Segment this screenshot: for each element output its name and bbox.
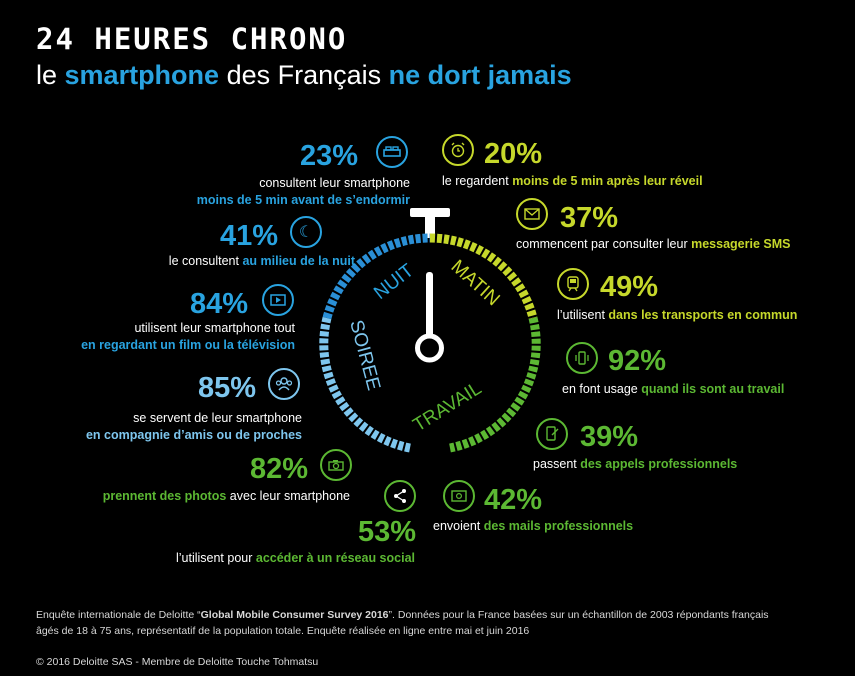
stat-85-desc: se servent de leur smartphone en compagn… [86, 410, 302, 444]
stat-42-desc: envoient des mails professionnels [433, 518, 633, 535]
stopwatch-center [415, 333, 444, 363]
stat-percentage: 92% [608, 345, 667, 377]
camera-icon [320, 449, 352, 481]
mail-icon [443, 480, 475, 512]
phone-vibrate-icon [566, 342, 598, 374]
stat-desc-highlight: en regardant un film ou la télévision [81, 338, 295, 352]
stat-percentage: 53% [358, 516, 417, 548]
train-icon [557, 268, 589, 300]
stat-desc-line: le consultent [168, 254, 243, 268]
footer-text: Enquête internationale de Deloitte “ [36, 609, 201, 621]
footer-text: ”. Données pour la France basées sur un … [388, 609, 769, 621]
stat-percentage: 37% [560, 202, 619, 234]
stat-desc-line: avec leur smartphone [226, 489, 350, 503]
stat-39-desc: passent des appels professionnels [533, 456, 737, 473]
stopwatch-dial: NUIT MATIN SOIREE TRAVAIL [319, 208, 541, 453]
people-icon [268, 368, 300, 400]
dial-arc-travail [449, 316, 541, 453]
title-subheadline: le smartphone des Français ne dort jamai… [36, 60, 572, 91]
stat-85: 85% [198, 372, 256, 405]
dial-arc-nuit [322, 233, 431, 320]
stopwatch-stem [425, 216, 435, 238]
footer-survey-name: Global Mobile Consumer Survey 2016 [200, 609, 389, 621]
stat-desc-highlight: accéder à un réseau social [255, 551, 415, 565]
stat-84-desc: utilisent leur smartphone tout en regard… [81, 320, 295, 354]
stat-37: 37% [560, 202, 618, 235]
stat-42: 42% [484, 484, 542, 517]
envelope-icon [516, 198, 548, 230]
stat-desc-highlight: moins de 5 min après leur réveil [512, 174, 703, 188]
film-icon [262, 284, 294, 316]
stat-percentage: 82% [250, 453, 309, 485]
phone-call-icon [536, 418, 568, 450]
stat-53: 53% [358, 516, 416, 549]
dial-arc-matin [429, 233, 538, 320]
stat-percentage: 39% [580, 421, 639, 453]
stat-percentage: 85% [198, 372, 257, 404]
stat-percentage: 23% [300, 140, 359, 172]
dial-label-travail: TRAVAIL [410, 378, 486, 436]
footer-source-line1: Enquête internationale de Deloitte “Glob… [36, 609, 769, 621]
subtitle-part: le [36, 60, 65, 90]
stat-desc-highlight: prennent des photos [102, 489, 227, 503]
subtitle-part: des Français [219, 60, 389, 90]
stat-percentage: 42% [484, 484, 543, 516]
stat-desc-highlight: des mails professionnels [483, 519, 634, 533]
stat-desc-highlight: quand ils sont au travail [641, 382, 785, 396]
stat-92: 92% [608, 345, 666, 378]
stat-49-desc: l’utilisent dans les transports en commu… [557, 307, 797, 324]
stat-desc-highlight: en compagnie d’amis ou de proches [85, 428, 302, 442]
subtitle-highlight: ne dort jamais [388, 60, 572, 90]
stat-desc-line: l’utilisent [557, 308, 609, 322]
stat-41: 41% [220, 220, 278, 253]
stat-desc-highlight: moins de 5 min avant de s’endormir [196, 193, 410, 207]
stat-23-desc: consultent leur smartphone moins de 5 mi… [197, 175, 410, 209]
stat-desc-line: consultent leur smartphone [259, 176, 410, 190]
stat-desc-line: utilisent leur smartphone tout [134, 321, 295, 335]
stopwatch-hand [426, 272, 433, 338]
dial-arc-soiree [319, 316, 411, 453]
bed-icon [376, 136, 408, 168]
stat-92-desc: en font usage quand ils sont au travail [562, 381, 784, 398]
stat-percentage: 41% [220, 220, 279, 252]
stat-41-desc: le consultent au milieu de la nuit [169, 253, 355, 270]
footer-copyright: © 2016 Deloitte SAS - Membre de Deloitte… [36, 656, 319, 668]
stat-desc-line: passent [533, 457, 581, 471]
alarm-clock-icon [442, 134, 474, 166]
stopwatch-crown [410, 208, 450, 217]
stat-82-desc: prennent des photos avec leur smartphone [103, 488, 350, 505]
stat-desc-line: en font usage [562, 382, 642, 396]
stat-53-desc: l’utilisent pour accéder à un réseau soc… [176, 550, 415, 567]
stat-desc-line: l’utilisent pour [175, 551, 256, 565]
share-icon [384, 480, 416, 512]
dial-label-nuit: NUIT [370, 260, 418, 304]
stat-desc-highlight: des appels professionnels [580, 457, 738, 471]
stat-desc-line: envoient [433, 519, 484, 533]
dial-label-soiree: SOIREE [345, 318, 384, 393]
stat-37-desc: commencent par consulter leur messagerie… [516, 236, 790, 253]
stat-desc-line: commencent par consulter leur [516, 237, 692, 251]
stat-82: 82% [250, 453, 308, 486]
stat-desc-highlight: messagerie SMS [691, 237, 791, 251]
stat-desc-line: se servent de leur smartphone [133, 411, 302, 425]
stat-39: 39% [580, 421, 638, 454]
stat-23: 23% [300, 140, 358, 173]
stat-desc-highlight: dans les transports en commun [608, 308, 798, 322]
stat-20: 20% [484, 138, 542, 171]
moon-icon: ☾ [290, 216, 322, 248]
stat-percentage: 49% [600, 271, 659, 303]
footer-source-line2: âgés de 18 à 75 ans, représentatif de la… [36, 625, 530, 637]
stat-84: 84% [190, 288, 248, 321]
stat-percentage: 84% [190, 288, 249, 320]
stat-desc-line: le regardent [442, 174, 513, 188]
stat-percentage: 20% [484, 138, 543, 170]
title-headline: 24 HEURES CHRONO [36, 22, 348, 56]
subtitle-highlight: smartphone [64, 60, 220, 90]
stat-49: 49% [600, 271, 658, 304]
stat-desc-highlight: au milieu de la nuit [242, 254, 355, 268]
stat-20-desc: le regardent moins de 5 min après leur r… [442, 173, 703, 190]
